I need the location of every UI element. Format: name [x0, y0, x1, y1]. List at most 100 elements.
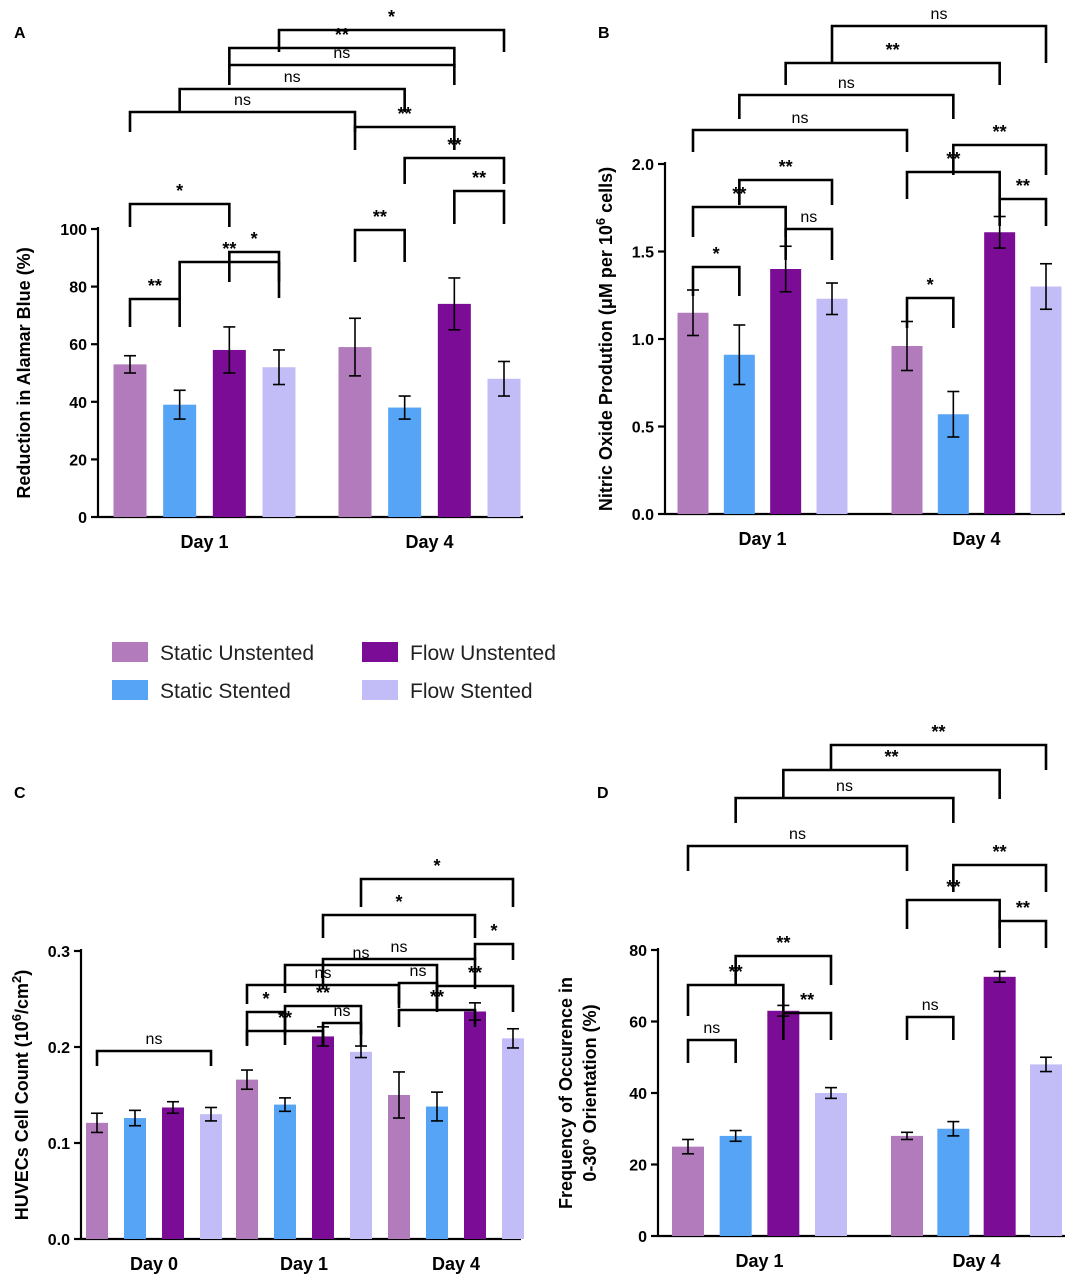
significance-bracket: **	[952, 842, 1048, 892]
bracket-line	[905, 296, 955, 328]
y-tick-label: 0.0	[632, 507, 654, 524]
significance-label: *	[490, 921, 497, 941]
legend-item: Flow Stented	[362, 680, 533, 703]
bracket-line	[998, 197, 1048, 226]
significance-bracket: **	[784, 40, 1001, 85]
significance-label: ns	[703, 1020, 720, 1037]
bar-flow-stented	[502, 1038, 524, 1239]
y-axis-label-part: /cm	[12, 983, 32, 1014]
y-tick-label: 0	[638, 1229, 647, 1246]
bracket-line	[734, 796, 955, 823]
y-axis-label-part: HUVECs Cell Count (10	[12, 1021, 32, 1220]
bracket-line	[830, 24, 1048, 63]
y-tick-label: 0.0	[48, 1232, 70, 1249]
y-tick-label: 20	[629, 1158, 647, 1175]
bracket-line	[228, 250, 281, 282]
y-axis-label: Frequency of Occurence in	[556, 977, 576, 1209]
bar-flow-unstented	[984, 232, 1016, 514]
y-axis-label-part: )	[12, 970, 32, 976]
bar-flow-stented	[1030, 1064, 1062, 1236]
y-axis-label: 0-30° Orientation (%)	[580, 1004, 600, 1181]
significance-label: **	[931, 722, 945, 742]
significance-bracket: **	[353, 207, 406, 262]
significance-label: **	[148, 276, 162, 296]
significance-bracket: ns	[686, 826, 909, 871]
y-axis-label-part: 6	[9, 1014, 24, 1021]
bracket-line	[178, 260, 281, 298]
significance-label: ns	[391, 939, 408, 956]
significance-bracket: **	[782, 990, 833, 1040]
y-tick-label: 80	[69, 280, 87, 297]
bracket-line	[277, 28, 506, 52]
y-tick-label: 40	[69, 395, 87, 412]
bar-flow-unstented	[312, 1036, 334, 1239]
significance-label: ns	[789, 826, 806, 843]
significance-bracket: ns	[178, 69, 406, 112]
bar-flow-unstented	[212, 349, 246, 517]
significance-bracket: *	[473, 921, 515, 960]
bracket-line	[734, 954, 833, 985]
legend-swatch	[112, 680, 148, 700]
legend-item: Static Stented	[112, 680, 291, 703]
bar-static-stented	[388, 407, 422, 517]
significance-bracket: ns	[784, 209, 834, 260]
bar-static-stented	[124, 1118, 146, 1239]
y-tick-label: 1.0	[632, 332, 654, 349]
legend-label: Static Stented	[160, 680, 291, 703]
significance-bracket: **	[782, 747, 1001, 799]
significance-label: ns	[146, 1031, 163, 1048]
significance-label: ns	[792, 110, 809, 127]
significance-bracket: ns	[95, 1031, 213, 1066]
bracket-line	[691, 205, 787, 237]
significance-bracket: *	[228, 229, 281, 282]
significance-bracket: ns	[321, 939, 477, 989]
significance-label: ns	[838, 75, 855, 92]
bracket-line	[998, 919, 1048, 948]
bar-static-unstented	[891, 346, 923, 514]
legend-label: Static Unstented	[160, 642, 314, 665]
x-category-label: Day 4	[432, 1254, 480, 1274]
significance-label: *	[262, 989, 269, 1009]
significance-label: **	[335, 25, 349, 45]
x-category-label: Day 4	[405, 532, 453, 552]
significance-label: **	[373, 207, 387, 227]
significance-bracket: **	[734, 933, 833, 985]
panel-letter: A	[14, 25, 26, 42]
bar-flow-unstented	[983, 976, 1016, 1236]
bracket-line	[283, 963, 439, 993]
significance-label: *	[176, 181, 183, 201]
panel-letter: D	[597, 785, 609, 802]
bracket-line	[397, 1008, 477, 1027]
bracket-line	[321, 913, 477, 938]
x-category-label: Day 1	[180, 532, 228, 552]
bracket-line	[353, 125, 456, 150]
bracket-line	[738, 93, 955, 119]
significance-bracket: *	[277, 7, 506, 52]
significance-bracket: **	[998, 898, 1048, 948]
bar-flow-stented	[816, 298, 848, 514]
bracket-line	[784, 227, 834, 260]
bracket-line	[128, 297, 181, 327]
bar-static-unstented	[677, 312, 709, 514]
significance-bracket: **	[178, 239, 281, 298]
bar-static-stented	[937, 1128, 970, 1236]
bar-static-stented	[719, 1135, 752, 1236]
bracket-line	[473, 942, 515, 960]
legend-swatch	[112, 642, 148, 662]
y-axis-label-part: 6	[593, 218, 608, 225]
significance-label: ns	[931, 6, 948, 23]
y-tick-label: 0.1	[48, 1136, 70, 1153]
significance-label: **	[886, 40, 900, 60]
significance-bracket: ns	[905, 997, 955, 1040]
significance-bracket: *	[321, 892, 477, 938]
bar-static-unstented	[86, 1122, 108, 1239]
bracket-line	[128, 202, 231, 227]
bracket-line	[95, 1049, 213, 1066]
bracket-line	[784, 61, 1001, 85]
panel-letter: B	[598, 25, 610, 42]
bracket-line	[228, 46, 456, 68]
bar-static-unstented	[891, 1135, 923, 1236]
